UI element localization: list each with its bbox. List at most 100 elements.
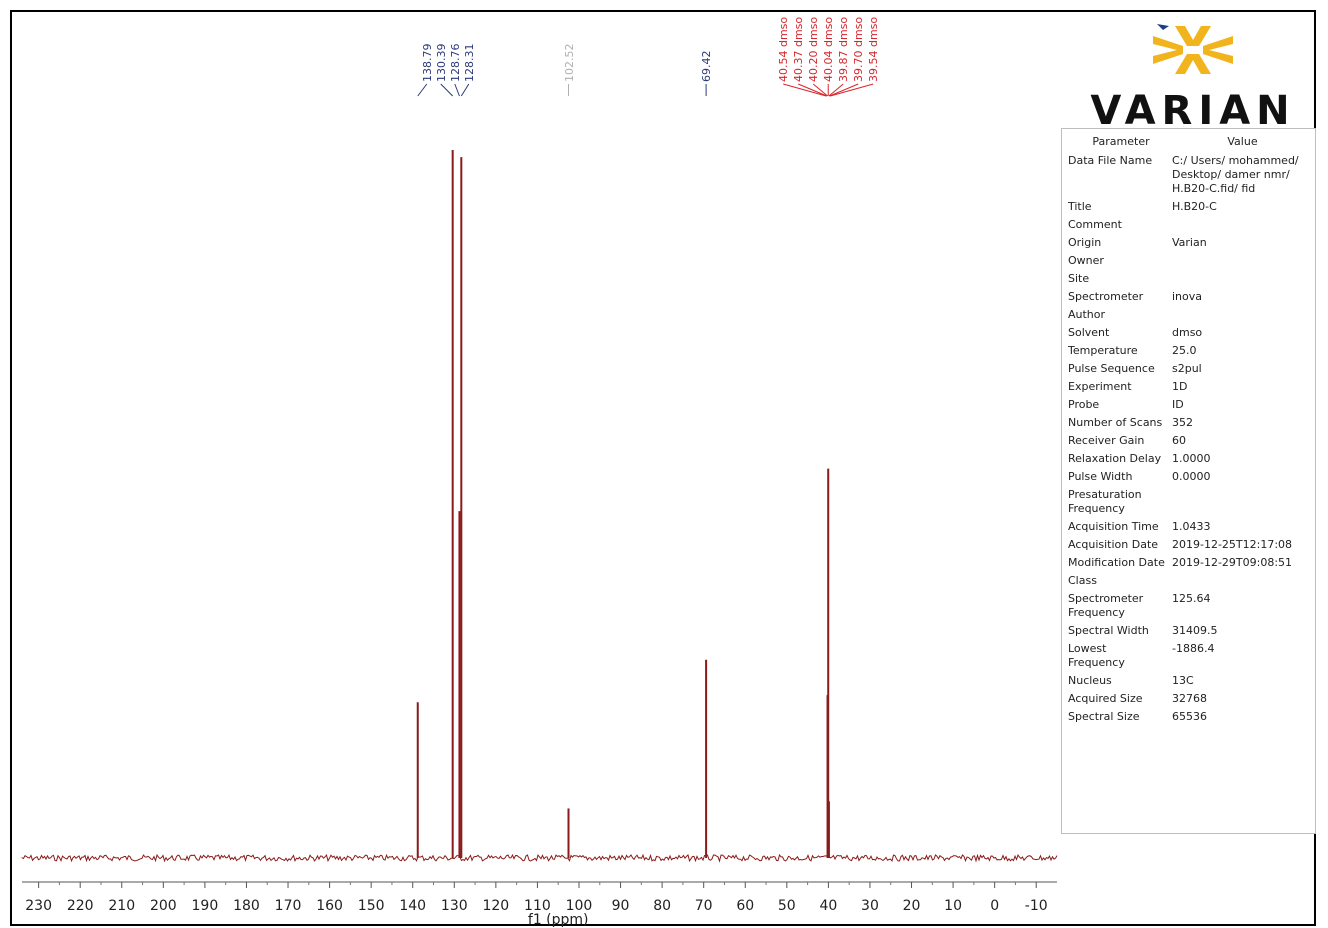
peak-labels: 138.79 130.39 128.76 128.31 102.52 69.42 40.54… <box>417 17 880 97</box>
parameter-value: s2pul <box>1172 362 1202 375</box>
peak-label-leader <box>830 83 874 97</box>
x-tick-label: 210 <box>108 898 135 914</box>
peak-label: 40.20 dmso <box>807 17 820 82</box>
spectrum-trace <box>21 853 1058 863</box>
parameter-name: Nucleus <box>1068 674 1112 687</box>
peaks <box>416 150 830 858</box>
parameter-value: 13C <box>1172 674 1194 687</box>
baseline-noise <box>21 853 1058 863</box>
parameter-value: -1886.4 <box>1172 642 1215 655</box>
parameter-value: 2019-12-29T09:08:51 <box>1172 556 1293 569</box>
x-tick-label: 50 <box>778 898 796 914</box>
parameter-row: Pulse Width 0.0000 <box>1062 468 1315 486</box>
parameter-row: Receiver Gain 60 <box>1062 432 1315 450</box>
parameter-row: Site <box>1062 270 1315 288</box>
x-tick-label: 70 <box>695 898 713 914</box>
parameter-value <box>1172 488 1311 516</box>
parameter-name: Number of Scans <box>1068 416 1163 429</box>
x-tick-label: 120 <box>482 898 509 914</box>
parameter-value <box>1172 272 1311 286</box>
parameter-name: Author <box>1068 308 1106 321</box>
peak-label-leader <box>828 83 844 97</box>
parameter-name: Spectral Size <box>1068 710 1140 723</box>
x-tick-label: 170 <box>275 898 302 914</box>
peak-label-leader <box>798 83 828 97</box>
nmr-spectrum-plot: 138.79 130.39 128.76 128.31 102.52 69.42 40.54… <box>21 17 1058 928</box>
parameter-value: 1D <box>1172 380 1188 393</box>
peak-label: 138.79 <box>421 44 434 83</box>
x-tick-label: 130 <box>441 898 468 914</box>
parameter-value: 125.64 <box>1172 592 1211 605</box>
parameter-value: 60 <box>1172 434 1186 447</box>
parameter-table-header: Parameter Value <box>1062 129 1315 152</box>
parameter-name: Owner <box>1068 254 1104 267</box>
parameter-row: Modification Date 2019-12-29T09:08:51 <box>1062 554 1315 572</box>
x-tick-label: 90 <box>612 898 630 914</box>
x-tick-label: 190 <box>192 898 219 914</box>
parameter-name: Experiment <box>1068 380 1132 393</box>
peak-label: 39.54 dmso <box>867 17 880 82</box>
x-tick-label: 150 <box>358 898 385 914</box>
parameter-value <box>1172 218 1311 232</box>
parameter-row: Spectral Width 31409.5 <box>1062 622 1315 640</box>
parameter-name: Acquired Size <box>1068 692 1143 705</box>
peak-label: 40.37 dmso <box>792 17 805 82</box>
peak-label-leader <box>829 83 859 97</box>
parameter-name: Spectrometer <box>1068 290 1144 303</box>
parameter-name: Presaturation Frequency <box>1068 488 1142 515</box>
parameter-row: Experiment 1D <box>1062 378 1315 396</box>
parameter-row: Probe ID <box>1062 396 1315 414</box>
parameter-name: Data File Name <box>1068 154 1153 167</box>
parameter-name: Pulse Width <box>1068 470 1133 483</box>
parameter-name: Origin <box>1068 236 1102 249</box>
parameter-row: Acquired Size 32768 <box>1062 690 1315 708</box>
parameter-name: Comment <box>1068 218 1122 231</box>
parameter-value <box>1172 308 1311 322</box>
parameter-row: Number of Scans 352 <box>1062 414 1315 432</box>
parameter-name: Lowest Frequency <box>1068 642 1125 669</box>
parameter-row: Spectrometer Frequency 125.64 <box>1062 590 1315 622</box>
parameter-name: Probe <box>1068 398 1100 411</box>
parameter-row: Temperature 25.0 <box>1062 342 1315 360</box>
x-tick-label: 60 <box>736 898 754 914</box>
parameter-rows: Data File Name C:/ Users/ mohammed/ Deskt… <box>1062 152 1315 726</box>
parameter-value: 32768 <box>1172 692 1207 705</box>
parameter-name: Pulse Sequence <box>1068 362 1155 375</box>
parameter-value: 31409.5 <box>1172 624 1218 637</box>
parameter-row: Pulse Sequence s2pul <box>1062 360 1315 378</box>
x-tick-label: 30 <box>861 898 879 914</box>
peak-label: 102.52 <box>563 44 576 83</box>
x-tick-label: 220 <box>67 898 94 914</box>
parameter-column-header: Parameter <box>1092 135 1150 148</box>
x-tick-label: 180 <box>233 898 260 914</box>
varian-wordmark: VARIAN <box>1090 88 1296 134</box>
parameter-value: 25.0 <box>1172 344 1197 357</box>
parameter-name: Spectral Width <box>1068 624 1149 637</box>
parameter-value: 65536 <box>1172 710 1207 723</box>
parameter-name: Title <box>1068 200 1092 213</box>
peak-label: 40.54 dmso <box>777 17 790 82</box>
value-column-header: Value <box>1227 135 1258 148</box>
x-tick-label: -10 <box>1025 898 1048 914</box>
parameter-name: Relaxation Delay <box>1068 452 1162 465</box>
peak-label: 39.87 dmso <box>837 17 850 82</box>
x-tick-label: 10 <box>944 898 962 914</box>
peak-label: 128.31 <box>463 44 476 83</box>
parameter-row: Solvent dmso <box>1062 324 1315 342</box>
parameter-value: ID <box>1172 398 1184 411</box>
x-tick-label: 80 <box>653 898 671 914</box>
parameter-name: Acquisition Time <box>1068 520 1159 533</box>
x-tick-label: 230 <box>25 898 52 914</box>
peak-label-leader <box>454 83 460 97</box>
parameter-row: Acquisition Date 2019-12-25T12:17:08 <box>1062 536 1315 554</box>
parameter-name: Solvent <box>1068 326 1110 339</box>
parameter-value <box>1172 574 1311 588</box>
parameter-row: Class <box>1062 572 1315 590</box>
parameter-row: Nucleus 13C <box>1062 672 1315 690</box>
peak-label: 69.42 <box>700 51 713 83</box>
parameter-name: Acquisition Date <box>1068 538 1159 551</box>
parameter-row: Spectrometer inova <box>1062 288 1315 306</box>
x-tick-label: 40 <box>819 898 837 914</box>
x-tick-label: 0 <box>990 898 999 914</box>
parameter-row: Acquisition Time 1.0433 <box>1062 518 1315 536</box>
